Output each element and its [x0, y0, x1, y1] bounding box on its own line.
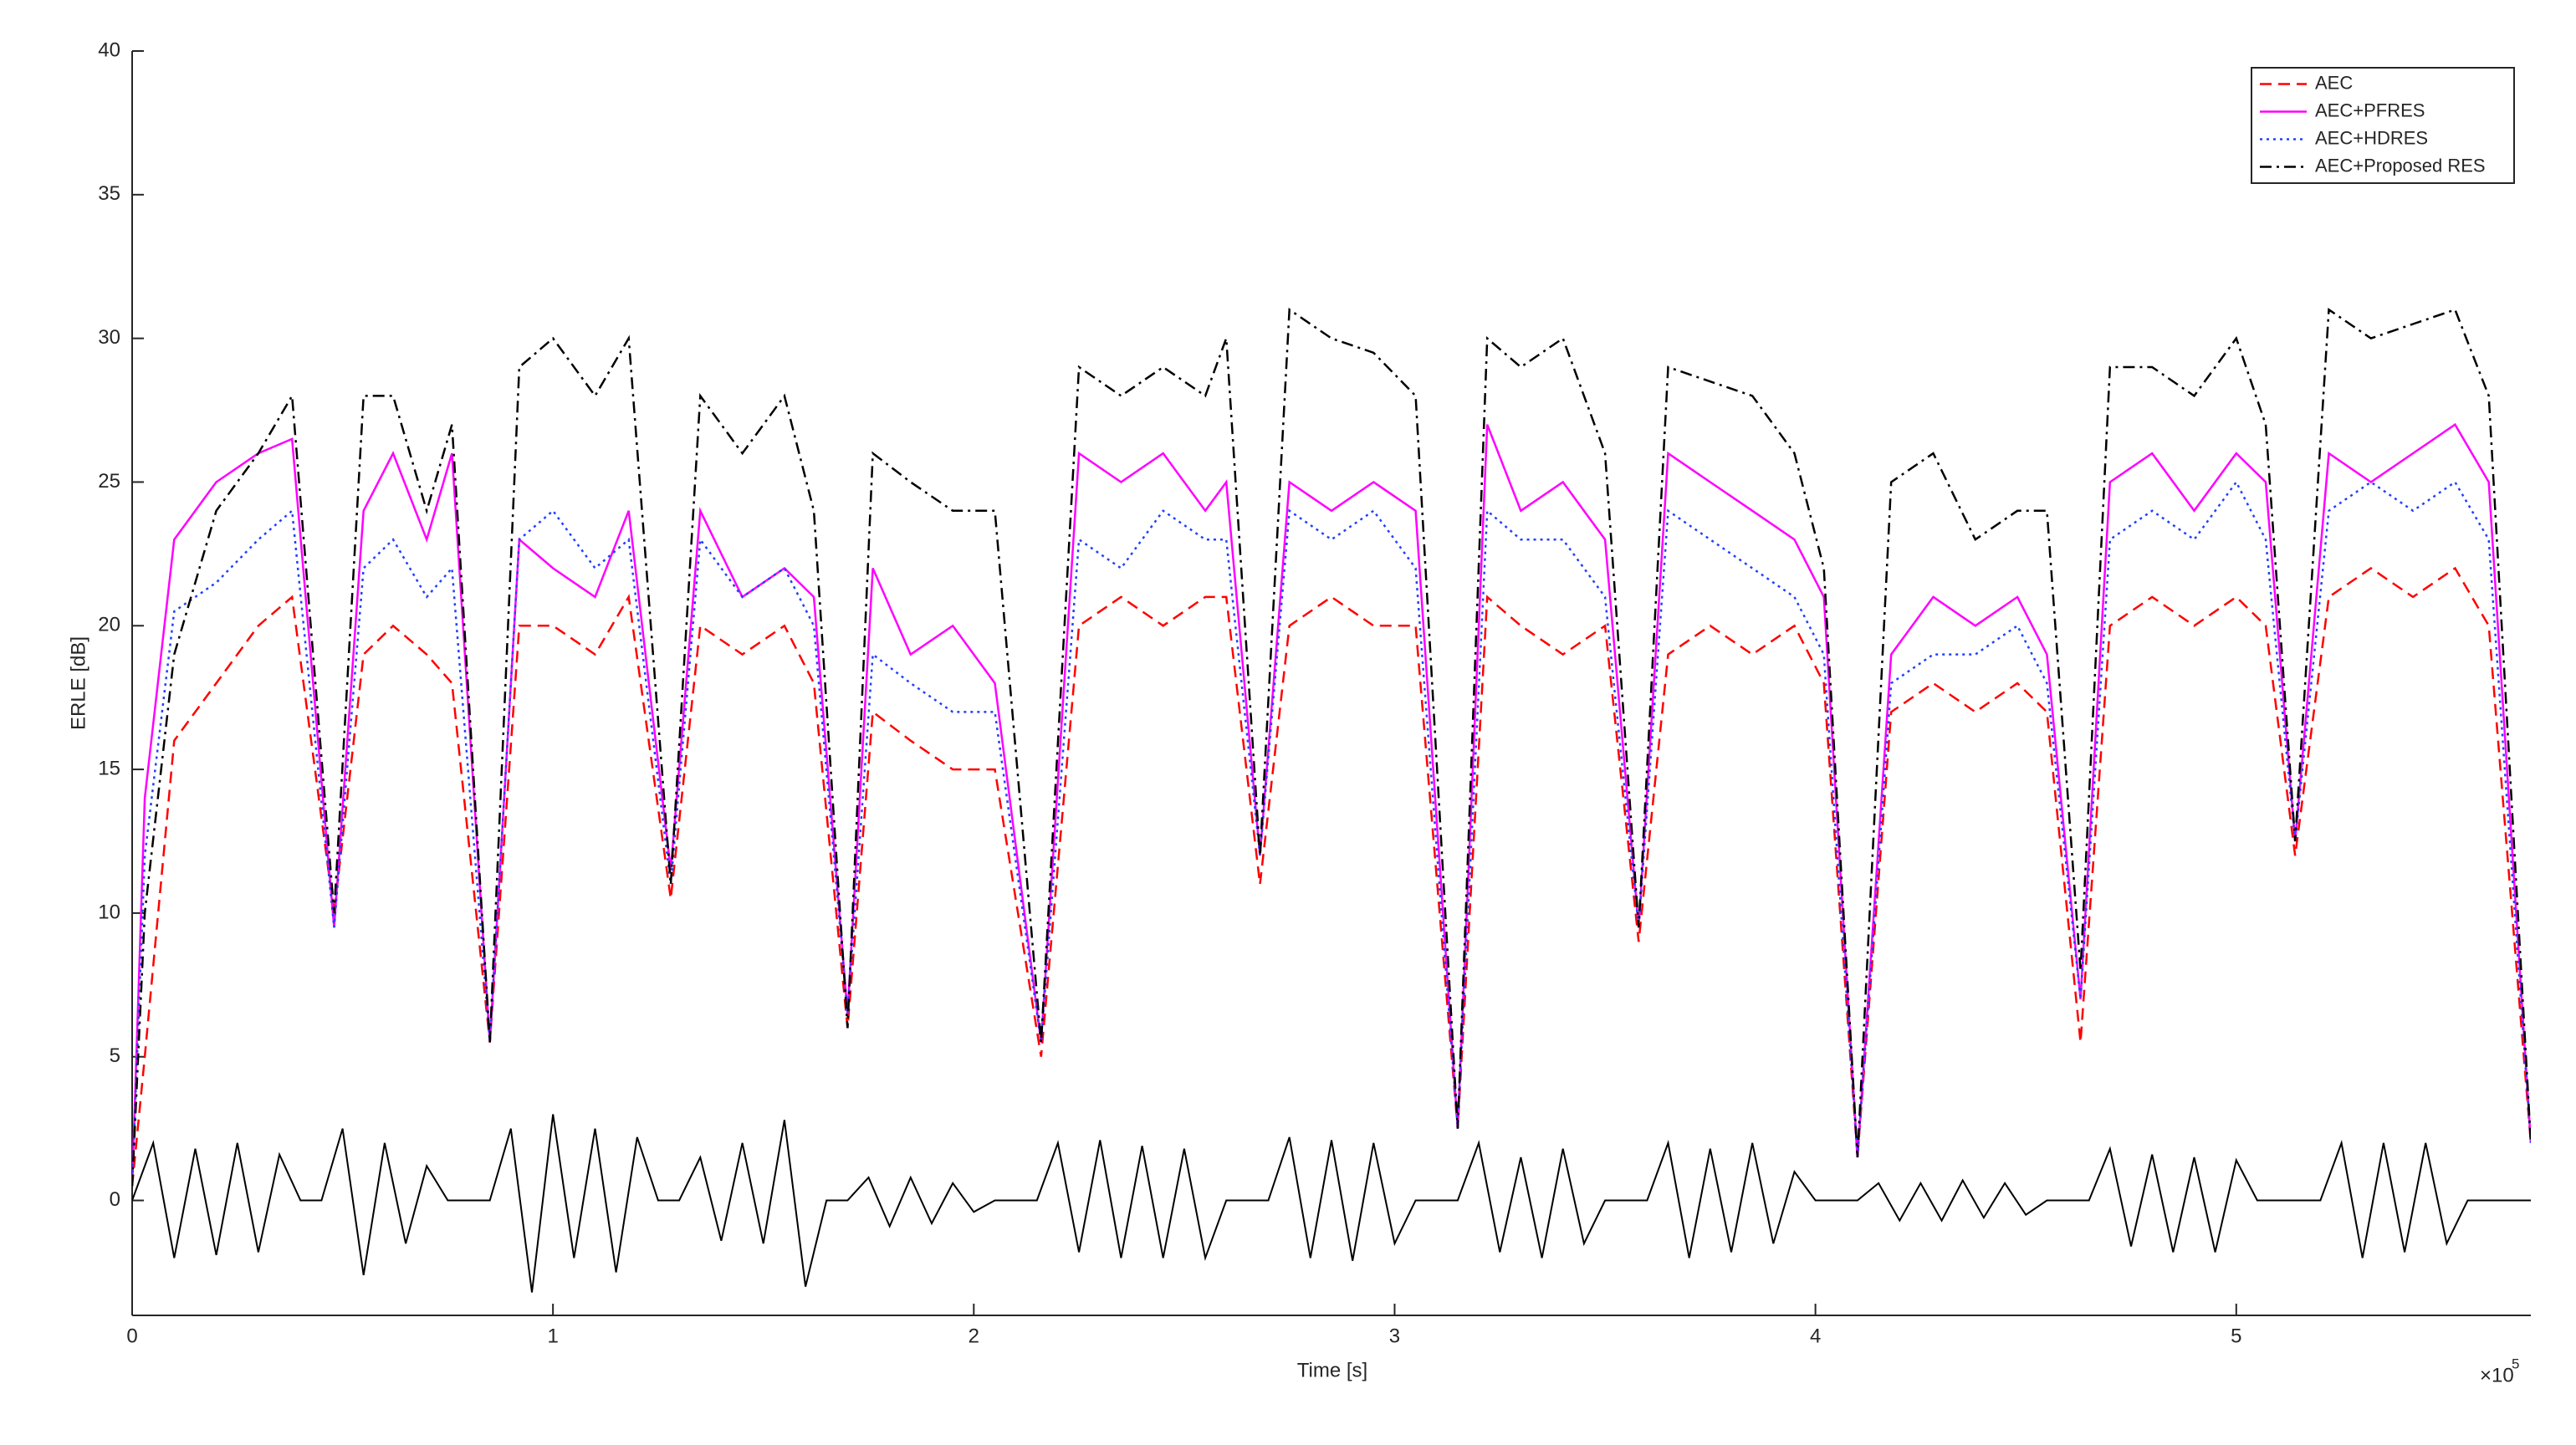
x-tick-label: 3 — [1389, 1325, 1400, 1347]
legend-label: AEC — [2315, 72, 2353, 93]
x-multiplier-exponent: 5 — [2512, 1356, 2519, 1371]
y-tick-label: 30 — [98, 326, 120, 349]
y-tick-label: 40 — [98, 38, 120, 61]
y-tick-label: 20 — [98, 614, 120, 636]
data-line — [132, 1114, 2531, 1293]
legend-box — [2251, 67, 2515, 184]
y-tick-label: 35 — [98, 182, 120, 205]
y-tick-label: 5 — [110, 1044, 120, 1067]
y-axis-label: ERLE [dB] — [67, 636, 89, 730]
x-tick-label: 2 — [969, 1325, 979, 1347]
x-multiplier-base: ×10 — [2480, 1364, 2514, 1386]
y-tick-label: 0 — [110, 1188, 120, 1211]
y-tick-label: 15 — [98, 757, 120, 779]
x-tick-label: 0 — [126, 1325, 137, 1347]
data-line — [132, 308, 2531, 1187]
data-line — [132, 480, 2531, 1187]
legend-label: AEC+Proposed RES — [2315, 155, 2486, 176]
x-tick-label: 1 — [547, 1325, 558, 1347]
legend-label: AEC+HDRES — [2315, 127, 2428, 148]
x-tick-label: 5 — [2231, 1325, 2241, 1347]
x-axis-label: Time [s] — [1297, 1359, 1367, 1381]
x-tick-label: 4 — [1810, 1325, 1821, 1347]
y-tick-label: 10 — [98, 901, 120, 923]
legend-label: AEC+PFRES — [2315, 100, 2425, 120]
y-tick-label: 25 — [98, 470, 120, 493]
